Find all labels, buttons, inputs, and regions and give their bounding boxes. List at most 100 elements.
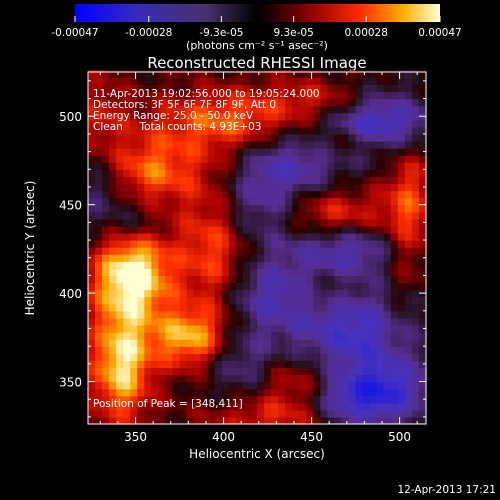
heatmap-cell (278, 155, 286, 163)
heatmap-cell (348, 77, 357, 85)
heatmap-cell (257, 162, 265, 170)
heatmap-cell (228, 126, 237, 135)
heatmap-cell (109, 303, 117, 312)
heatmap-cell (207, 261, 216, 269)
heatmap-cell (207, 112, 216, 121)
heatmap-cell (341, 77, 350, 85)
heatmap-cell (137, 77, 145, 85)
heatmap-cell (348, 98, 357, 107)
heatmap-cell (193, 225, 202, 234)
heatmap-cell (411, 211, 420, 220)
heatmap-cell (334, 211, 343, 220)
heatmap-cell (123, 218, 131, 227)
heatmap-cell (200, 261, 209, 269)
heatmap-cell (200, 148, 209, 156)
heatmap-cell (137, 98, 145, 107)
heatmap-cell (207, 232, 216, 241)
heatmap-cell (151, 119, 160, 128)
heatmap-cell (292, 353, 300, 361)
heatmap-cell (221, 409, 230, 418)
heatmap-cell (88, 70, 96, 78)
heatmap-cell (327, 98, 336, 107)
heatmap-cell (102, 416, 110, 425)
heatmap-cell (207, 77, 216, 85)
heatmap-cell (116, 317, 124, 326)
heatmap-cell (123, 317, 131, 326)
heatmap-cell (179, 140, 188, 149)
heatmap-cell (249, 303, 258, 312)
heatmap-cell (207, 339, 216, 347)
heatmap-cell (264, 105, 272, 114)
heatmap-cell (179, 77, 188, 85)
heatmap-cell (299, 204, 307, 213)
heatmap-cell (214, 70, 223, 78)
heatmap-cell (355, 402, 364, 411)
heatmap-cell (151, 240, 160, 248)
heatmap-cell (334, 353, 343, 361)
heatmap-cells (88, 70, 427, 425)
heatmap-cell (306, 225, 314, 234)
heatmap-cell (278, 162, 286, 170)
heatmap-cell (235, 275, 244, 284)
heatmap-cell (109, 133, 117, 142)
heatmap-cell (158, 140, 167, 149)
heatmap-cell (207, 211, 216, 220)
heatmap-cell (165, 204, 174, 213)
heatmap-cell (376, 310, 385, 319)
heatmap-cell (102, 183, 110, 192)
heatmap-cell (362, 395, 371, 404)
heatmap-cell (214, 225, 223, 234)
heatmap-cell (404, 70, 413, 78)
heatmap-cell (285, 155, 293, 163)
heatmap-cell (404, 374, 413, 383)
heatmap-cell (278, 84, 286, 93)
heatmap-cell (348, 303, 357, 312)
heatmap-cell (172, 218, 181, 227)
heatmap-cell (334, 148, 343, 156)
heatmap-cell (137, 225, 145, 234)
heatmap-cell (179, 261, 188, 269)
heatmap-cell (207, 374, 216, 383)
heatmap-cell (186, 105, 195, 114)
heatmap-cell (327, 409, 336, 418)
heatmap-cell (193, 140, 202, 149)
heatmap-cell (320, 91, 329, 100)
heatmap-cell (397, 317, 406, 326)
heatmap-cell (397, 105, 406, 114)
heatmap-cell (200, 310, 209, 319)
heatmap-cell (116, 204, 124, 213)
heatmap-cell (313, 395, 321, 404)
heatmap-cell (390, 218, 399, 227)
heatmap-cell (376, 374, 385, 383)
heatmap-cell (221, 148, 230, 156)
heatmap-cell (264, 324, 272, 333)
heatmap-cell (362, 169, 371, 177)
heatmap-cell (144, 77, 152, 85)
heatmap-cell (271, 84, 279, 93)
heatmap-cell (376, 402, 385, 411)
heatmap-cell (397, 218, 406, 227)
heatmap-cell (376, 84, 385, 93)
heatmap-cell (257, 254, 265, 262)
heatmap-cell (172, 332, 181, 340)
heatmap-cell (264, 225, 272, 234)
heatmap-cell (418, 353, 427, 361)
heatmap-cell (264, 353, 272, 361)
heatmap-cell (123, 402, 131, 411)
heatmap-cell (186, 303, 195, 312)
heatmap-cell (306, 360, 314, 368)
heatmap-cell (214, 332, 223, 340)
heatmap-cell (285, 346, 293, 354)
heatmap-cell (355, 254, 364, 262)
heatmap-cell (376, 332, 385, 340)
heatmap-cell (193, 119, 202, 128)
heatmap-cell (257, 339, 265, 347)
heatmap-cell (116, 126, 124, 135)
heatmap-cell (109, 254, 117, 262)
heatmap-cell (257, 416, 265, 425)
heatmap-cell (292, 155, 300, 163)
heatmap-cell (271, 119, 279, 128)
heatmap-cell (109, 324, 117, 333)
heatmap-cell (313, 98, 321, 107)
heatmap-cell (306, 77, 314, 85)
